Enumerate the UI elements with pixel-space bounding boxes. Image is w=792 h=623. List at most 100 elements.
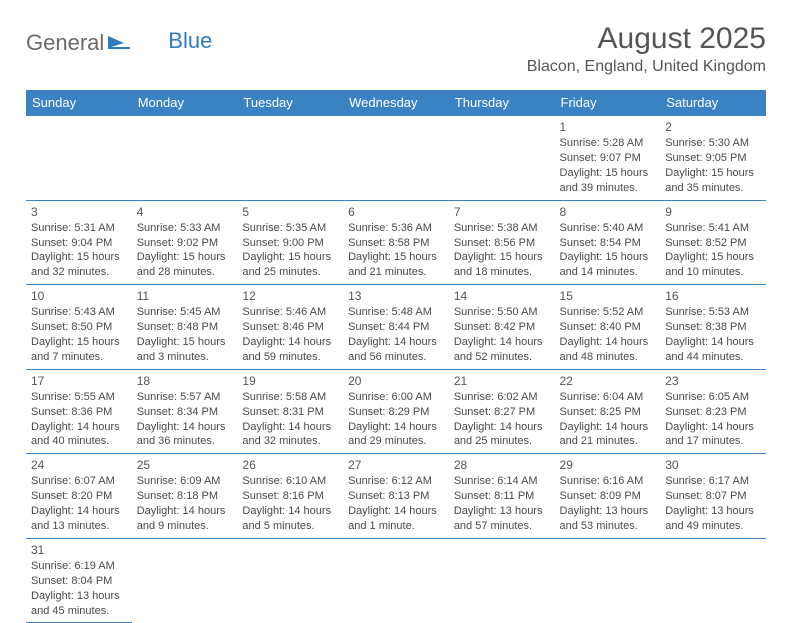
daylight-line-1: Daylight: 15 hours [137, 250, 233, 265]
day-number: 24 [31, 457, 127, 473]
daylight-line-2: and 53 minutes. [560, 519, 656, 534]
daylight-line-1: Daylight: 14 hours [348, 504, 444, 519]
calendar-cell [555, 538, 661, 623]
calendar-row: 3Sunrise: 5:31 AMSunset: 9:04 PMDaylight… [26, 200, 766, 285]
day-number: 11 [137, 288, 233, 304]
daylight-line-1: Daylight: 15 hours [348, 250, 444, 265]
day-number: 3 [31, 204, 127, 220]
calendar-cell: 5Sunrise: 5:35 AMSunset: 9:00 PMDaylight… [237, 200, 343, 285]
logo: General Blue [26, 30, 212, 56]
calendar-cell: 29Sunrise: 6:16 AMSunset: 8:09 PMDayligh… [555, 454, 661, 539]
sunrise-line: Sunrise: 6:16 AM [560, 474, 656, 489]
sunset-line: Sunset: 8:36 PM [31, 405, 127, 420]
day-number: 6 [348, 204, 444, 220]
daylight-line-2: and 25 minutes. [454, 434, 550, 449]
calendar-cell: 14Sunrise: 5:50 AMSunset: 8:42 PMDayligh… [449, 285, 555, 370]
day-number: 27 [348, 457, 444, 473]
daylight-line-2: and 17 minutes. [665, 434, 761, 449]
calendar-cell: 7Sunrise: 5:38 AMSunset: 8:56 PMDaylight… [449, 200, 555, 285]
sunrise-line: Sunrise: 5:45 AM [137, 305, 233, 320]
sunset-line: Sunset: 8:18 PM [137, 489, 233, 504]
day-number: 22 [560, 373, 656, 389]
daylight-line-2: and 44 minutes. [665, 350, 761, 365]
daylight-line-2: and 45 minutes. [31, 604, 127, 619]
sunset-line: Sunset: 8:20 PM [31, 489, 127, 504]
calendar-cell: 8Sunrise: 5:40 AMSunset: 8:54 PMDaylight… [555, 200, 661, 285]
sunrise-line: Sunrise: 5:55 AM [31, 390, 127, 405]
calendar-row: 10Sunrise: 5:43 AMSunset: 8:50 PMDayligh… [26, 285, 766, 370]
daylight-line-1: Daylight: 15 hours [31, 335, 127, 350]
calendar-cell: 21Sunrise: 6:02 AMSunset: 8:27 PMDayligh… [449, 369, 555, 454]
daylight-line-2: and 21 minutes. [348, 265, 444, 280]
day-number: 12 [242, 288, 338, 304]
day-number: 1 [560, 119, 656, 135]
daylight-line-1: Daylight: 13 hours [560, 504, 656, 519]
calendar-cell: 16Sunrise: 5:53 AMSunset: 8:38 PMDayligh… [660, 285, 766, 370]
daylight-line-2: and 21 minutes. [560, 434, 656, 449]
daylight-line-1: Daylight: 14 hours [454, 420, 550, 435]
sunrise-line: Sunrise: 6:14 AM [454, 474, 550, 489]
daylight-line-2: and 7 minutes. [31, 350, 127, 365]
calendar-cell: 27Sunrise: 6:12 AMSunset: 8:13 PMDayligh… [343, 454, 449, 539]
logo-text-general: General [26, 30, 104, 56]
sunset-line: Sunset: 8:13 PM [348, 489, 444, 504]
sunrise-line: Sunrise: 6:05 AM [665, 390, 761, 405]
day-number: 19 [242, 373, 338, 389]
calendar-cell [660, 538, 766, 623]
calendar-cell: 3Sunrise: 5:31 AMSunset: 9:04 PMDaylight… [26, 200, 132, 285]
daylight-line-2: and 10 minutes. [665, 265, 761, 280]
calendar-cell: 13Sunrise: 5:48 AMSunset: 8:44 PMDayligh… [343, 285, 449, 370]
daylight-line-1: Daylight: 15 hours [560, 166, 656, 181]
day-number: 20 [348, 373, 444, 389]
calendar-row: 17Sunrise: 5:55 AMSunset: 8:36 PMDayligh… [26, 369, 766, 454]
daylight-line-1: Daylight: 14 hours [454, 335, 550, 350]
day-number: 18 [137, 373, 233, 389]
daylight-line-2: and 13 minutes. [31, 519, 127, 534]
daylight-line-1: Daylight: 14 hours [31, 504, 127, 519]
daylight-line-1: Daylight: 14 hours [560, 420, 656, 435]
sunrise-line: Sunrise: 5:41 AM [665, 221, 761, 236]
calendar-table: SundayMondayTuesdayWednesdayThursdayFrid… [26, 90, 766, 623]
calendar-body: 1Sunrise: 5:28 AMSunset: 9:07 PMDaylight… [26, 116, 766, 623]
sunrise-line: Sunrise: 6:02 AM [454, 390, 550, 405]
calendar-header-row: SundayMondayTuesdayWednesdayThursdayFrid… [26, 90, 766, 116]
calendar-cell [237, 116, 343, 201]
sunrise-line: Sunrise: 5:33 AM [137, 221, 233, 236]
daylight-line-1: Daylight: 14 hours [242, 420, 338, 435]
calendar-cell [237, 538, 343, 623]
daylight-line-2: and 49 minutes. [665, 519, 761, 534]
daylight-line-2: and 40 minutes. [31, 434, 127, 449]
daylight-line-1: Daylight: 15 hours [665, 250, 761, 265]
day-number: 8 [560, 204, 656, 220]
calendar-cell: 11Sunrise: 5:45 AMSunset: 8:48 PMDayligh… [132, 285, 238, 370]
daylight-line-1: Daylight: 14 hours [665, 335, 761, 350]
daylight-line-2: and 25 minutes. [242, 265, 338, 280]
daylight-line-1: Daylight: 13 hours [31, 589, 127, 604]
calendar-cell [343, 538, 449, 623]
sunrise-line: Sunrise: 6:00 AM [348, 390, 444, 405]
sunset-line: Sunset: 9:00 PM [242, 236, 338, 251]
day-number: 14 [454, 288, 550, 304]
calendar-cell: 22Sunrise: 6:04 AMSunset: 8:25 PMDayligh… [555, 369, 661, 454]
daylight-line-2: and 14 minutes. [560, 265, 656, 280]
day-number: 23 [665, 373, 761, 389]
daylight-line-2: and 28 minutes. [137, 265, 233, 280]
daylight-line-2: and 1 minute. [348, 519, 444, 534]
day-header: Tuesday [237, 90, 343, 116]
daylight-line-1: Daylight: 15 hours [137, 335, 233, 350]
daylight-line-2: and 48 minutes. [560, 350, 656, 365]
location: Blacon, England, United Kingdom [527, 58, 766, 76]
daylight-line-2: and 32 minutes. [31, 265, 127, 280]
sunset-line: Sunset: 8:04 PM [31, 574, 127, 589]
calendar-cell: 19Sunrise: 5:58 AMSunset: 8:31 PMDayligh… [237, 369, 343, 454]
sunrise-line: Sunrise: 5:40 AM [560, 221, 656, 236]
flag-icon [108, 30, 130, 56]
calendar-cell: 30Sunrise: 6:17 AMSunset: 8:07 PMDayligh… [660, 454, 766, 539]
sunset-line: Sunset: 8:29 PM [348, 405, 444, 420]
sunset-line: Sunset: 8:50 PM [31, 320, 127, 335]
calendar-cell: 31Sunrise: 6:19 AMSunset: 8:04 PMDayligh… [26, 538, 132, 623]
calendar-row: 1Sunrise: 5:28 AMSunset: 9:07 PMDaylight… [26, 116, 766, 201]
sunset-line: Sunset: 8:46 PM [242, 320, 338, 335]
calendar-cell: 23Sunrise: 6:05 AMSunset: 8:23 PMDayligh… [660, 369, 766, 454]
day-number: 9 [665, 204, 761, 220]
